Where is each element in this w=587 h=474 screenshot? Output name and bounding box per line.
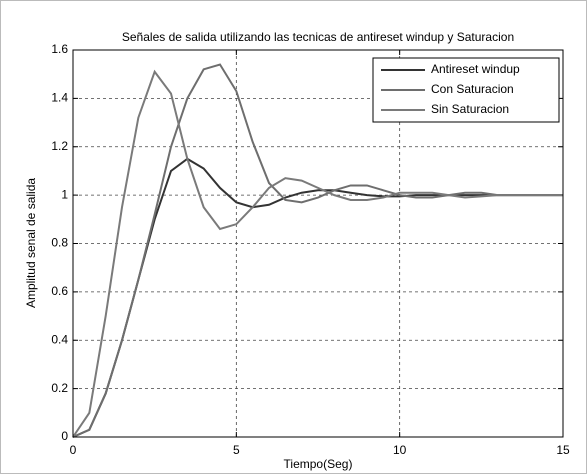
axes-box: [72, 49, 564, 438]
legend-label: Con Saturacion: [431, 82, 514, 96]
x-tick-label: 10: [393, 443, 407, 457]
y-tick-label: 1.2: [51, 139, 68, 153]
y-tick-label: 1.4: [51, 91, 68, 105]
y-tick-label: 0: [61, 429, 68, 443]
series-line: [72, 157, 563, 438]
series-line: [72, 69, 563, 438]
y-tick-label: 0.4: [51, 332, 68, 346]
x-tick-label: 5: [233, 443, 240, 457]
legend-label: Antireset windup: [431, 62, 520, 76]
x-tick-label: 0: [70, 443, 77, 457]
chart-title: Señales de salida utilizando las tecnica…: [122, 30, 514, 44]
legend-label: Sin Saturacion: [431, 102, 509, 116]
y-tick-label: 1: [61, 187, 68, 201]
x-tick-label: 15: [556, 443, 570, 457]
x-axis-label: Tiempo(Seg): [284, 457, 353, 471]
y-tick-label: 0.8: [51, 236, 68, 250]
y-tick-label: 0.2: [51, 381, 68, 395]
y-tick-label: 0.6: [51, 284, 68, 298]
y-tick-label: 1.6: [51, 42, 68, 56]
y-axis-label: Amplitud senal de salida: [24, 178, 38, 308]
series-line: [72, 63, 563, 438]
